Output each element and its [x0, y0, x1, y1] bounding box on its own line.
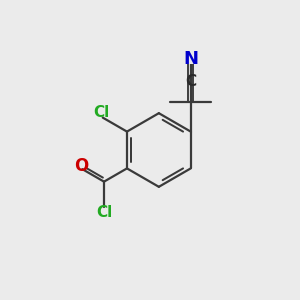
Text: Cl: Cl	[93, 105, 110, 120]
Text: N: N	[183, 50, 198, 68]
Text: C: C	[185, 74, 196, 89]
Text: O: O	[74, 157, 88, 175]
Text: Cl: Cl	[96, 205, 112, 220]
